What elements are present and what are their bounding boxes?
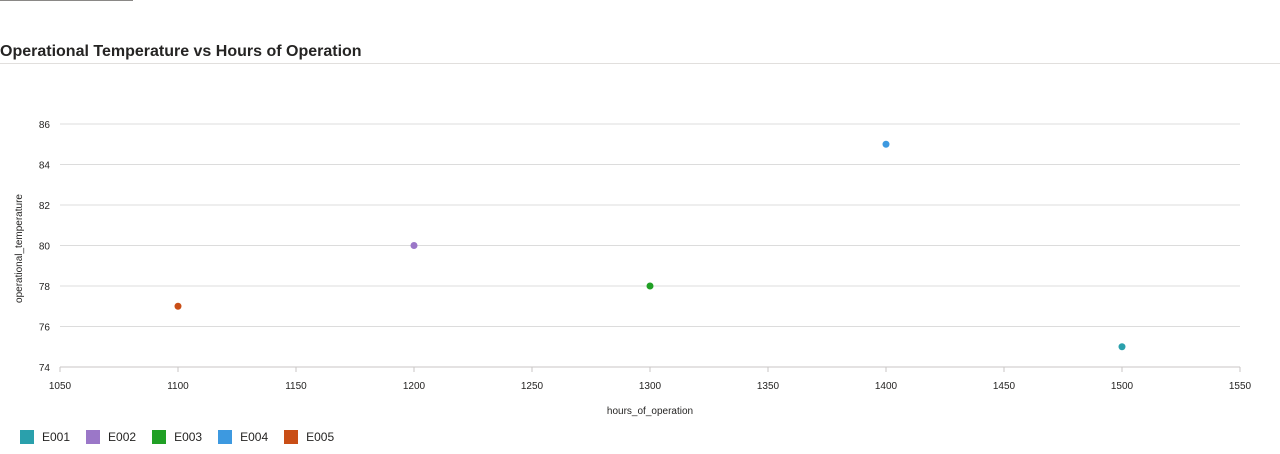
legend-label: E003 [174,430,203,444]
x-tick-label: 1500 [1111,381,1134,392]
data-point-e002 [410,242,418,249]
title-divider [0,63,1280,64]
legend-label: E004 [240,430,269,444]
y-tick-label: 78 [39,282,51,293]
y-tick-label: 82 [39,201,51,212]
legend-label: E001 [42,430,71,444]
top-divider [0,0,133,1]
legend-item-e002[interactable]: E002 [86,430,136,444]
x-axis-title: hours_of_operation [607,406,693,417]
legend-swatch [284,430,299,444]
chart-title: Operational Temperature vs Hours of Oper… [0,43,362,60]
x-tick-label: 1250 [521,381,544,392]
x-tick-label: 1150 [285,381,307,392]
x-tick-label: 1300 [639,381,662,392]
y-tick-label: 74 [39,363,51,374]
y-tick-label: 76 [39,323,51,334]
data-point-e005 [174,302,182,310]
data-point-e004 [882,140,890,148]
chart-legend: E001 E002 E003 E004 E005 [20,430,350,444]
x-tick-label: 1100 [167,381,189,392]
legend-item-e004[interactable]: E004 [218,430,268,444]
y-tick-label: 86 [39,120,51,131]
legend-swatch [20,430,34,444]
x-tick-label: 1450 [993,381,1016,392]
x-tick-label: 1200 [403,381,426,392]
x-tick-label: 1400 [875,381,898,392]
legend-swatch [152,430,167,444]
x-tick-label: 1050 [49,381,72,392]
legend-item-e003[interactable]: E003 [152,430,202,444]
y-axis-title: operational_temperature [14,194,25,303]
legend-swatch [86,430,101,444]
y-tick-label: 84 [39,161,51,172]
legend-label: E002 [108,430,137,444]
x-tick-label: 1550 [1229,381,1252,392]
legend-swatch [218,430,233,444]
legend-label: E005 [306,430,335,444]
legend-item-e001[interactable]: E001 [20,430,70,444]
data-point-e003 [646,282,654,290]
x-tick-label: 1350 [757,381,780,392]
legend-item-e005[interactable]: E005 [284,430,334,444]
data-point-e001 [1118,343,1126,351]
y-tick-label: 80 [39,242,51,253]
